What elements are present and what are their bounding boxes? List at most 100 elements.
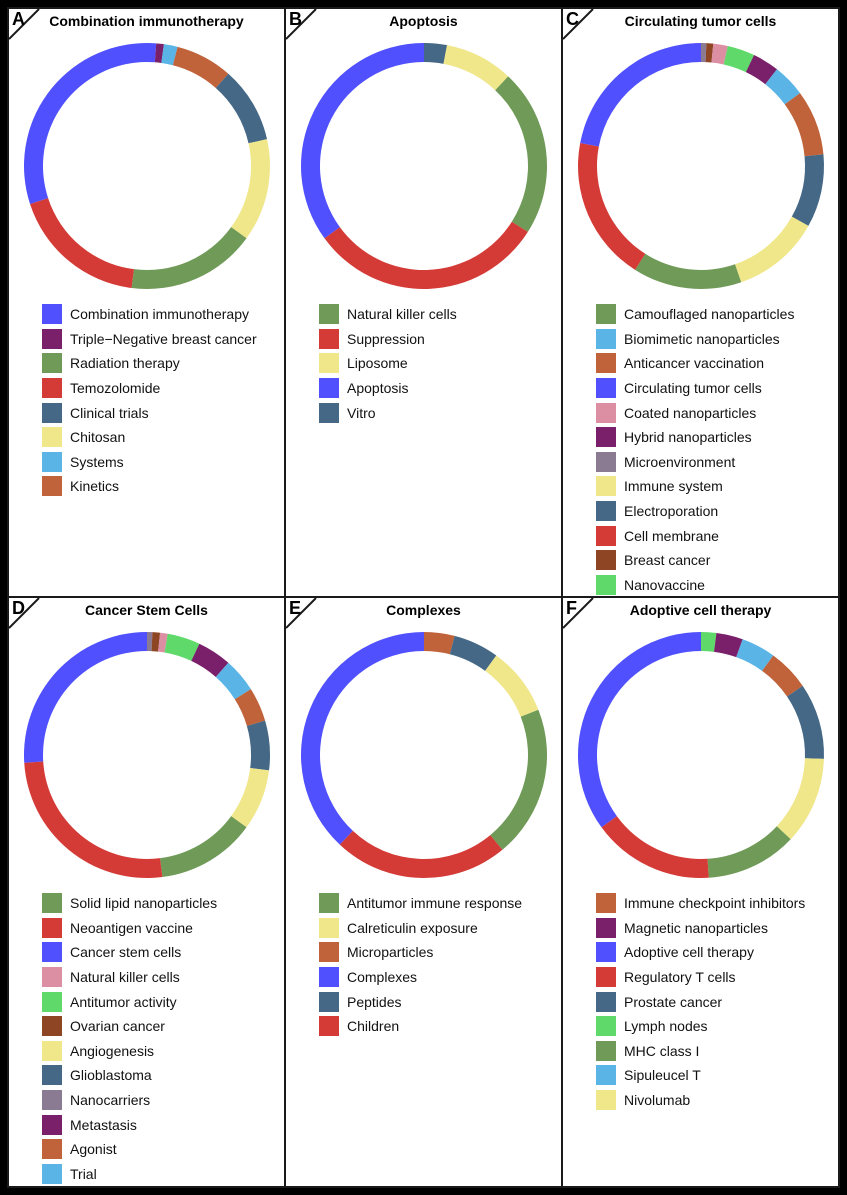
legend-swatch — [42, 304, 62, 325]
legend-item: Children — [319, 1014, 522, 1039]
donut-chart — [23, 632, 271, 879]
legend-label: Natural killer cells — [347, 306, 457, 323]
legend-item: Microenvironment — [596, 450, 794, 475]
donut-slice — [324, 221, 528, 290]
donut-slice — [490, 709, 547, 850]
legend-label: Children — [347, 1018, 400, 1035]
legend-label: Prostate cancer — [624, 993, 723, 1010]
chart-legend: Camouflaged nanoparticles Biomimetic nano… — [596, 302, 795, 596]
donut-chart — [300, 43, 547, 290]
legend-item: Cancer stem cells — [42, 940, 217, 965]
legend-swatch — [42, 1163, 62, 1184]
legend-item: Natural killer cells — [319, 302, 457, 327]
chart-panel-d: D Cancer Stem Cells Solid lipid nanopartic… — [7, 596, 286, 1188]
legend-label: Radiation therapy — [70, 355, 180, 372]
donut-chart — [577, 632, 825, 879]
legend-label: Triple−Negative breast cancer — [70, 330, 257, 347]
legend-item: Natural killer cells — [42, 965, 217, 990]
legend-label: Trial — [70, 1165, 97, 1182]
legend-label: Antitumor immune response — [347, 895, 523, 912]
donut-slice — [735, 216, 809, 283]
legend-item: Temozolomide — [42, 376, 257, 401]
legend-item: Trial — [42, 1162, 217, 1186]
chart-title: Combination immunotherapy — [49, 13, 244, 29]
legend-item: Nanovaccine — [596, 573, 794, 596]
donut-slice — [191, 643, 229, 677]
donut-slice — [762, 655, 803, 697]
legend-label: Cancer stem cells — [70, 944, 182, 961]
donut-chart — [301, 632, 547, 878]
chart-panel-e: E Complexes Antitumor immune response Calre… — [284, 596, 563, 1188]
legend-swatch — [596, 917, 616, 938]
legend-swatch — [319, 1016, 339, 1037]
legend-swatch — [42, 1114, 62, 1135]
legend-swatch — [596, 328, 616, 349]
legend-swatch — [42, 1016, 62, 1037]
legend-swatch — [42, 476, 62, 497]
legend-label: Peptides — [347, 993, 402, 1010]
legend-item: Microparticles — [319, 940, 522, 965]
panel-letter: F — [566, 598, 577, 618]
chart-title: Cancer Stem Cells — [85, 602, 208, 618]
donut-slice — [234, 689, 266, 726]
legend-swatch — [596, 476, 616, 497]
donut-slice — [635, 253, 742, 289]
legend-item: Suppression — [319, 327, 457, 352]
legend-item: Immune system — [596, 474, 794, 499]
legend-label: Nanovaccine — [624, 576, 705, 593]
legend-swatch — [596, 942, 616, 963]
legend-swatch — [42, 942, 62, 963]
legend-label: Adoptive cell therapy — [624, 944, 754, 961]
legend-item: Ovarian cancer — [42, 1014, 217, 1039]
legend-swatch — [596, 501, 616, 522]
legend-label: Regulatory T cells — [624, 969, 736, 986]
donut-slice — [172, 46, 229, 88]
donut-slice — [791, 154, 824, 226]
legend-label: Hybrid nanoparticles — [624, 429, 752, 446]
legend-swatch — [42, 353, 62, 374]
donut-slice — [443, 45, 509, 91]
donut-slice — [424, 43, 448, 64]
legend-swatch — [596, 378, 616, 399]
chart-panel-a: A Combination immunotherapy Combination im… — [7, 7, 286, 598]
chart-panel-f: F Adoptive cell therapy Immune checkpoint … — [561, 596, 840, 1188]
legend-label: Camouflaged nanoparticles — [624, 306, 795, 323]
legend-label: Natural killer cells — [70, 969, 180, 986]
legend-swatch — [42, 1090, 62, 1111]
legend-item: Radiation therapy — [42, 351, 257, 376]
legend-swatch — [596, 402, 616, 423]
donut-slice — [701, 43, 707, 63]
donut-slice — [707, 826, 791, 878]
legend-label: Nanocarriers — [70, 1092, 151, 1109]
donut-slice — [485, 655, 539, 717]
legend-swatch — [42, 402, 62, 423]
legend-swatch — [42, 378, 62, 399]
legend-label: Chitosan — [70, 429, 126, 446]
legend-label: Immune checkpoint inhibitors — [624, 895, 806, 912]
legend-swatch — [42, 917, 62, 938]
legend-label: Vitro — [347, 404, 376, 421]
legend-label: Solid lipid nanoparticles — [70, 895, 218, 912]
legend-swatch — [319, 328, 339, 349]
legend-label: Ovarian cancer — [70, 1018, 165, 1035]
legend-swatch — [42, 451, 62, 472]
donut-chart — [578, 43, 824, 289]
figure-grid: A Combination immunotherapy Combination im… — [7, 7, 840, 1188]
donut-slice — [601, 816, 709, 879]
donut-slice — [765, 69, 801, 105]
legend-label: Nivolumab — [624, 1092, 691, 1109]
chart-title: Circulating tumor cells — [624, 13, 777, 29]
legend-swatch — [42, 1040, 62, 1061]
legend-item: Breast cancer — [596, 548, 794, 573]
legend-label: Immune system — [624, 478, 723, 495]
legend-swatch — [42, 328, 62, 349]
legend-item: MHC class I — [596, 1039, 805, 1064]
panel-corner-mark — [9, 598, 40, 629]
donut-slice — [787, 685, 825, 759]
panel-letter: B — [289, 9, 302, 29]
legend-label: Systems — [70, 453, 124, 470]
panel-letter: C — [566, 9, 579, 29]
legend-item: Complexes — [319, 965, 522, 990]
legend-item: Apoptosis — [319, 376, 457, 401]
donut-slice — [215, 662, 251, 700]
